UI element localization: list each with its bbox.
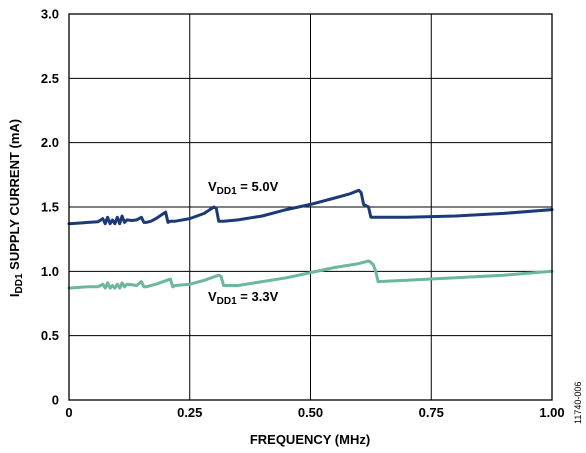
y-axis-title: IDD1 SUPPLY CURRENT (mA) [7,119,25,297]
x-tick-label: 0.75 [419,405,444,420]
series-label-3v3-main: V [208,289,217,304]
series-label-5v-rest: = 5.0V [237,179,279,194]
series-line-3v3 [67,259,554,290]
figure-id: 11740-006 [573,382,583,424]
y-axis-title-sub: DD1 [14,273,25,293]
series-line-5v [67,188,554,226]
y-tick-label: 2.5 [41,71,59,86]
y-tick-label: 0 [52,393,59,408]
y-tick-label: 1.0 [41,264,59,279]
series-label-5v: VDD1 = 5.0V [208,179,279,197]
series-label-3v3-sub: DD1 [217,296,237,307]
x-tick-label: 1.00 [539,405,564,420]
y-tick-label: 1.5 [41,200,59,215]
x-tick-label: 0.50 [298,405,323,420]
y-tick-label: 3.0 [41,7,59,22]
x-tick-labels: 0 0.25 0.50 0.75 1.00 [65,405,564,420]
x-axis-title: FREQUENCY (MHz) [250,432,370,447]
y-axis-title-rest: SUPPLY CURRENT (mA) [7,119,22,274]
series-label-5v-main: V [208,179,217,194]
plot-frame [68,13,553,401]
x-tick-label: 0 [65,405,72,420]
series-label-5v-sub: DD1 [217,186,237,197]
x-tick-label: 0.25 [177,405,202,420]
series-label-3v3-rest: = 3.3V [237,289,279,304]
y-tick-label: 2.0 [41,135,59,150]
y-tick-labels: 0 0.5 1.0 1.5 2.0 2.5 3.0 [41,7,59,408]
y-axis-title-main: I [7,293,22,297]
series-label-3v3: VDD1 = 3.3V [208,289,279,307]
y-tick-label: 0.5 [41,328,59,343]
series-lines [67,188,554,290]
gridlines [69,14,552,400]
